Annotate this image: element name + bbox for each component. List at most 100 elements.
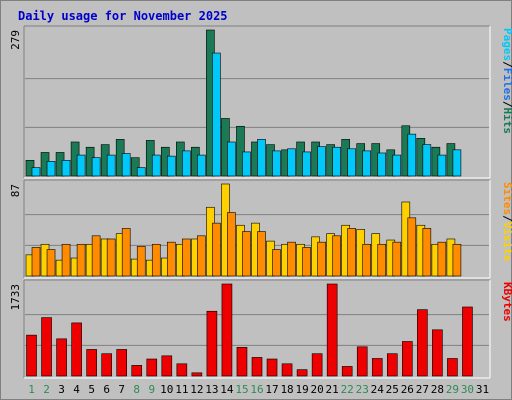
- bar-visits: [362, 243, 372, 277]
- legend-item: Hits: [501, 108, 512, 135]
- bar-kbytes: [236, 347, 248, 377]
- x-tick-label: 15: [235, 383, 248, 396]
- bar-visits: [302, 247, 311, 277]
- bar-files: [377, 152, 387, 177]
- legend-item: /: [501, 101, 512, 108]
- bar-files: [61, 160, 71, 177]
- x-tick-label: 27: [416, 383, 429, 396]
- bar-hits: [130, 157, 140, 177]
- bar-files: [212, 52, 221, 177]
- bar-hits: [236, 125, 245, 177]
- bar-files: [121, 153, 131, 177]
- bar-files: [76, 154, 86, 177]
- x-axis-labels: 1 2 3 4 5 6 7 8 9 10 11 12 13 14 15 16 17 18 19 20 21 22 23 24 2…: [28, 383, 489, 396]
- x-tick-label: 23: [356, 383, 369, 396]
- x-tick-label: 3: [58, 383, 65, 396]
- bar-visits: [452, 243, 462, 277]
- chart-panels: 279Pages/Files/Hits87Sites/Visits1733KBy…: [9, 25, 512, 379]
- bar-visits: [422, 228, 432, 277]
- legend-item: Sites: [501, 182, 512, 215]
- x-tick-label: 24: [371, 383, 385, 396]
- bar-visits: [392, 241, 402, 277]
- bar-kbytes: [402, 341, 413, 377]
- bar-kbytes: [432, 329, 443, 377]
- bar-files: [136, 167, 146, 177]
- bar-visits: [287, 241, 296, 277]
- bar-kbytes: [176, 363, 188, 377]
- x-tick-label: 14: [220, 383, 234, 396]
- x-tick-label: 8: [133, 383, 140, 396]
- x-tick-label: 31: [476, 383, 489, 396]
- x-tick-label: 17: [265, 383, 278, 396]
- bar-visits: [91, 235, 101, 277]
- bar-files: [257, 139, 266, 177]
- bar-kbytes: [447, 358, 458, 377]
- x-tick-label: 12: [190, 383, 203, 396]
- y-max-label: 279: [9, 30, 22, 50]
- bar-files: [91, 157, 101, 177]
- bar-visits: [272, 249, 281, 277]
- bar-files: [422, 144, 432, 177]
- bar-kbytes: [371, 358, 383, 377]
- bar-files: [302, 151, 311, 177]
- bar-kbytes: [356, 346, 368, 377]
- bar-files: [242, 151, 251, 177]
- x-tick-label: 7: [118, 383, 125, 396]
- bar-visits: [46, 249, 56, 277]
- bar-kbytes: [341, 366, 353, 377]
- legend-item: Pages: [501, 28, 512, 61]
- bar-files: [106, 154, 116, 177]
- bar-kbytes: [41, 317, 52, 377]
- legend-kbytes: KBytes: [501, 282, 512, 322]
- bar-visits: [76, 243, 86, 277]
- bar-kbytes: [101, 353, 112, 377]
- x-tick-label: 4: [73, 383, 80, 396]
- bar-visits: [136, 246, 146, 277]
- bar-files: [197, 154, 206, 177]
- bar-visits: [227, 212, 236, 277]
- bar-kbytes: [251, 357, 263, 377]
- bar-visits: [347, 228, 356, 277]
- bar-visits: [31, 247, 41, 277]
- bar-files: [151, 154, 161, 177]
- bar-files: [46, 161, 56, 177]
- bar-kbytes: [191, 372, 203, 377]
- x-tick-label: 11: [175, 383, 188, 396]
- bar-visits: [377, 243, 387, 277]
- x-tick-label: 30: [461, 383, 474, 396]
- x-tick-label: 29: [446, 383, 459, 396]
- bar-visits: [242, 231, 251, 277]
- bar-files: [272, 150, 281, 177]
- x-tick-label: 19: [295, 383, 308, 396]
- bar-visits: [332, 235, 341, 277]
- bar-kbytes: [311, 353, 323, 377]
- bar-visits: [121, 228, 131, 277]
- x-tick-label: 18: [280, 383, 293, 396]
- bar-visits: [182, 238, 191, 277]
- legend-item: KBytes: [501, 282, 512, 322]
- bar-kbytes: [146, 358, 158, 377]
- bar-visits: [106, 238, 116, 277]
- bar-kbytes: [386, 353, 398, 377]
- bar-visits: [151, 243, 161, 277]
- bar-files: [227, 141, 236, 177]
- bar-files: [317, 146, 326, 177]
- x-tick-label: 1: [28, 383, 35, 396]
- bar-files: [332, 146, 341, 177]
- bar-files: [437, 154, 447, 177]
- x-tick-label: 26: [401, 383, 414, 396]
- bar-kbytes: [417, 309, 428, 377]
- x-tick-label: 6: [103, 383, 110, 396]
- bar-files: [452, 149, 462, 177]
- bar-visits: [437, 241, 447, 277]
- bar-visits: [407, 217, 417, 277]
- x-tick-label: 20: [311, 383, 324, 396]
- bar-kbytes: [281, 363, 293, 377]
- y-max-label: 1733: [9, 284, 22, 311]
- x-tick-label: 5: [88, 383, 95, 396]
- bar-kbytes: [266, 358, 278, 377]
- bar-kbytes: [71, 322, 82, 377]
- x-tick-label: 25: [386, 383, 399, 396]
